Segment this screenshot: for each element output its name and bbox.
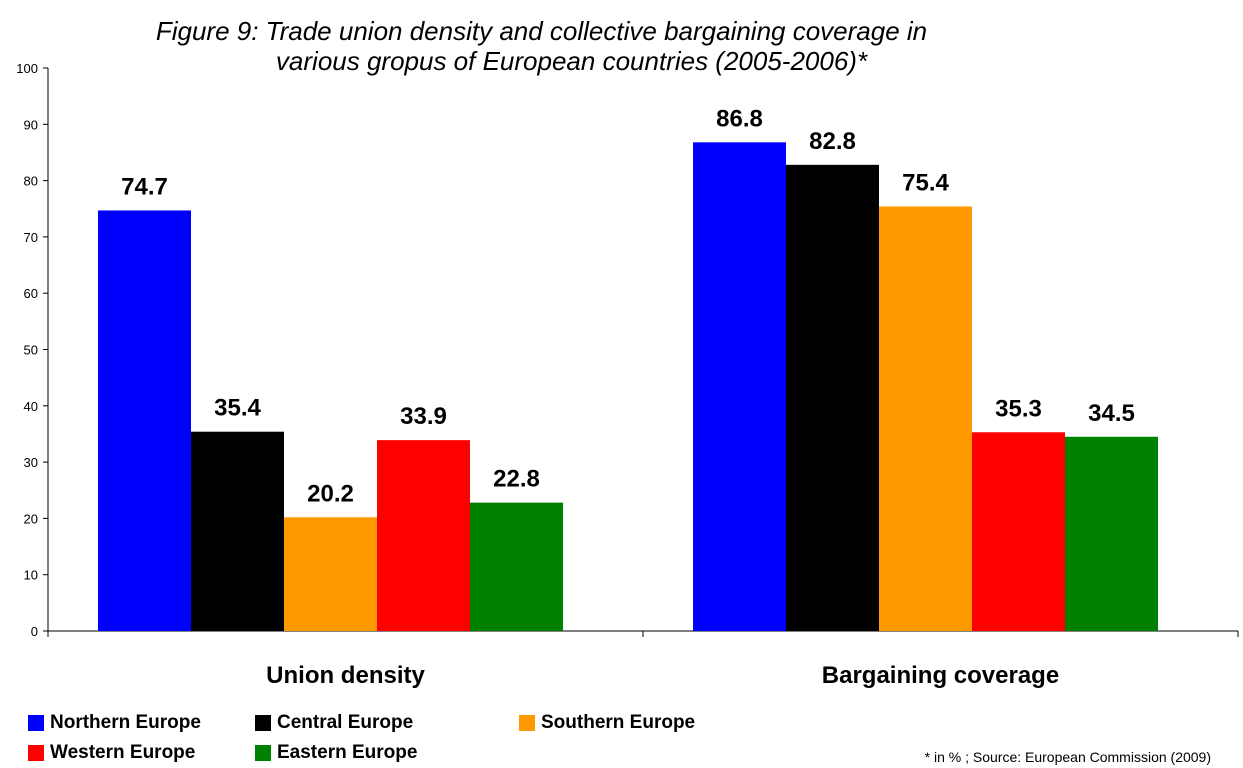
legend-swatch bbox=[255, 745, 271, 761]
legend-label: Western Europe bbox=[50, 742, 196, 763]
chart-title-line-1: Figure 9: Trade union density and collec… bbox=[155, 16, 928, 46]
chart-title-line-2: various gropus of European countries (20… bbox=[275, 46, 868, 76]
bar-northern-europe bbox=[98, 210, 191, 631]
legend-item: Southern Europe bbox=[519, 712, 695, 734]
y-tick-label: 50 bbox=[24, 343, 38, 358]
legend-item: Central Europe bbox=[255, 712, 413, 734]
data-label: 33.9 bbox=[400, 403, 447, 430]
x-category-label: Bargaining coverage bbox=[822, 662, 1059, 689]
bar-central-europe bbox=[786, 164, 879, 631]
data-label: 75.4 bbox=[902, 169, 949, 196]
bar-northern-europe bbox=[693, 142, 786, 632]
bar-eastern-europe bbox=[470, 502, 563, 631]
legend-swatch bbox=[28, 745, 44, 761]
data-label: 35.4 bbox=[214, 395, 261, 422]
bar-western-europe bbox=[972, 432, 1065, 631]
legend-item: Western Europe bbox=[28, 742, 195, 764]
legend-label: Southern Europe bbox=[541, 712, 696, 733]
y-tick-label: 70 bbox=[24, 230, 38, 245]
legend: Northern Europe Central Europe Southern Eu… bbox=[0, 708, 1243, 768]
y-tick-label: 20 bbox=[24, 511, 38, 526]
legend-swatch bbox=[28, 715, 44, 731]
y-tick-label: 30 bbox=[24, 455, 38, 470]
x-category-label: Union density bbox=[266, 662, 425, 689]
data-label: 86.8 bbox=[716, 105, 763, 132]
source-note: * in % ; Source: European Commission (20… bbox=[924, 749, 1211, 765]
data-label: 34.5 bbox=[1088, 400, 1135, 427]
y-tick-label: 10 bbox=[24, 568, 38, 583]
bar-western-europe bbox=[377, 440, 470, 631]
legend-label: Central Europe bbox=[277, 712, 414, 733]
bar-central-europe bbox=[191, 431, 284, 631]
y-tick-label: 40 bbox=[24, 399, 38, 414]
legend-item: Northern Europe bbox=[28, 712, 201, 734]
bar-southern-europe bbox=[284, 517, 377, 631]
y-tick-label: 90 bbox=[24, 117, 38, 132]
data-label: 20.2 bbox=[307, 480, 354, 507]
legend-swatch bbox=[255, 715, 271, 731]
legend-label: Northern Europe bbox=[50, 712, 201, 733]
data-label: 35.3 bbox=[995, 395, 1042, 422]
y-tick-label: 60 bbox=[24, 286, 38, 301]
y-tick-label: 100 bbox=[16, 61, 38, 76]
legend-swatch bbox=[519, 715, 535, 731]
y-tick-label: 80 bbox=[24, 174, 38, 189]
y-tick-label: 0 bbox=[31, 624, 38, 639]
data-label: 82.8 bbox=[809, 128, 856, 155]
legend-item: Eastern Europe bbox=[255, 742, 417, 764]
legend-label: Eastern Europe bbox=[277, 742, 418, 763]
bar-southern-europe bbox=[879, 206, 972, 632]
data-label: 22.8 bbox=[493, 466, 540, 493]
bar-eastern-europe bbox=[1065, 436, 1158, 631]
data-label: 74.7 bbox=[121, 173, 168, 200]
